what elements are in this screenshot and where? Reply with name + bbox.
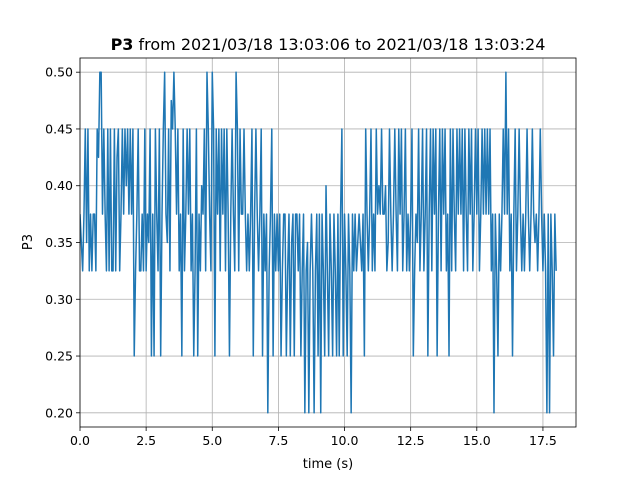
y-tick-label: 0.35 xyxy=(45,235,73,250)
x-axis-label: time (s) xyxy=(303,457,353,472)
y-tick-label: 0.20 xyxy=(45,405,73,420)
plot-area xyxy=(80,71,557,414)
y-tick-label: 0.45 xyxy=(45,121,73,136)
x-tick-label: 2.5 xyxy=(136,433,156,448)
x-tick-label: 7.5 xyxy=(268,433,288,448)
chart-title-bold: P3 xyxy=(111,35,134,54)
y-tick-label: 0.30 xyxy=(45,292,73,307)
y-tick-label: 0.50 xyxy=(45,65,73,80)
chart-title: P3 from 2021/03/18 13:03:06 to 2021/03/1… xyxy=(111,35,546,54)
y-axis: 0.20 0.25 0.30 0.35 0.40 0.45 0.50 xyxy=(45,65,80,420)
y-tick-label: 0.40 xyxy=(45,178,73,193)
x-tick-label: 5.0 xyxy=(202,433,222,448)
x-tick-label: 15.0 xyxy=(463,433,491,448)
x-tick-label: 12.5 xyxy=(397,433,425,448)
y-tick-label: 0.25 xyxy=(45,349,73,364)
series-line xyxy=(80,71,557,414)
chart-title-rest: from 2021/03/18 13:03:06 to 2021/03/18 1… xyxy=(133,35,545,54)
x-tick-label: 10.0 xyxy=(331,433,359,448)
y-axis-label: P3 xyxy=(21,234,36,250)
x-axis: 0.0 2.5 5.0 7.5 10.0 12.5 15.0 17.5 xyxy=(70,427,557,448)
x-tick-label: 17.5 xyxy=(529,433,557,448)
x-tick-label: 0.0 xyxy=(70,433,90,448)
